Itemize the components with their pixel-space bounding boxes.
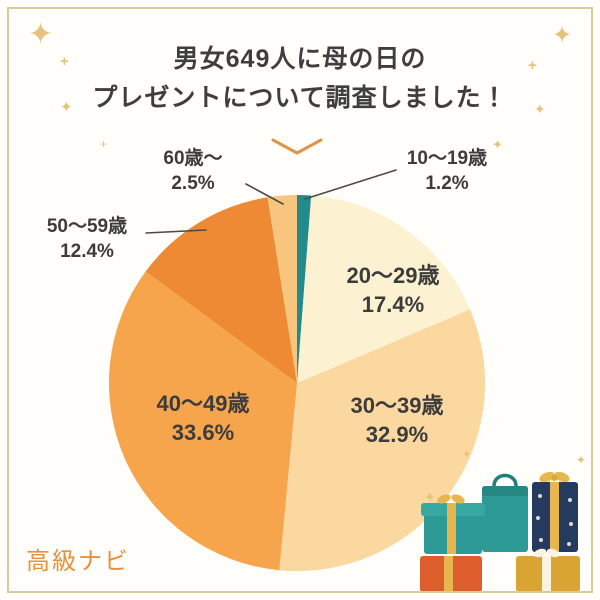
slice-label-text: 60歳〜	[163, 148, 223, 169]
slice-label-value: 2.5%	[171, 172, 215, 194]
leader-line-60s	[245, 183, 284, 205]
gift-box-navy	[532, 471, 578, 552]
chevron-down-icon	[271, 138, 323, 155]
pie-slice-20〜29歳	[297, 195, 470, 383]
slice-label-value: 1.2%	[425, 172, 469, 194]
pie-slice-60歳〜	[267, 194, 297, 383]
leader-lines	[145, 169, 397, 234]
slice-label-text: 40〜49歳	[156, 391, 250, 416]
gift-box-orange	[420, 556, 482, 592]
pie-slice-50〜59歳	[145, 197, 297, 383]
sparkle-icon: ✦	[552, 22, 573, 49]
slice-label-50s: 50〜59歳 12.4%	[22, 215, 152, 264]
slice-label-30s: 30〜39歳 32.9%	[326, 392, 468, 449]
sparkle-icon: ✦	[462, 449, 471, 461]
sparkle-icon: ✦	[424, 489, 436, 505]
gift-boxes-illustration: ✦ ✦ ✦	[420, 449, 586, 592]
sparkle-icon: +	[60, 53, 69, 70]
slice-label-value: 12.4%	[60, 240, 114, 262]
gift-box-teal	[421, 494, 485, 554]
brand-logo: 高級ナビ	[26, 549, 130, 575]
leader-line-10s	[304, 169, 397, 200]
title-line-2: プレゼントについて調査しました！	[92, 83, 508, 112]
slice-label-value: 33.6%	[171, 419, 235, 445]
slice-label-text: 50〜59歳	[46, 216, 128, 237]
sparkle-icon: +	[100, 137, 108, 151]
slice-label-20s: 20〜29歳 17.4%	[322, 262, 464, 319]
slice-label-60s: 60歳〜 2.5%	[130, 147, 256, 196]
gift-box-mustard	[516, 548, 580, 592]
title-line-1: 男女649人に母の日の	[173, 45, 427, 73]
sparkle-icon: ✦	[534, 101, 546, 117]
slice-label-10s: 10〜19歳 1.2%	[384, 147, 510, 196]
leader-line-50s	[145, 229, 207, 234]
sparkle-icon: ✦	[576, 453, 586, 467]
slice-label-text: 20〜29歳	[346, 263, 440, 288]
gift-bag-teal	[482, 473, 528, 552]
slice-label-value: 32.9%	[365, 421, 429, 447]
slice-label-text: 10〜19歳	[406, 148, 488, 169]
page-title: 男女649人に母の日の プレゼントについて調査しました！	[0, 40, 600, 118]
slice-label-40s: 40〜49歳 33.6%	[131, 390, 275, 447]
slice-label-value: 17.4%	[361, 291, 425, 317]
pie-slice-40〜49歳	[108, 271, 297, 571]
sparkle-icon: ✦	[28, 18, 54, 51]
sparkle-icon: ✦	[60, 99, 73, 116]
sparkle-icon: +	[528, 57, 537, 74]
slice-label-text: 30〜39歳	[350, 393, 444, 418]
sparkle-icon: ✦	[492, 137, 503, 152]
pie-slice-10〜19歳	[297, 194, 312, 383]
